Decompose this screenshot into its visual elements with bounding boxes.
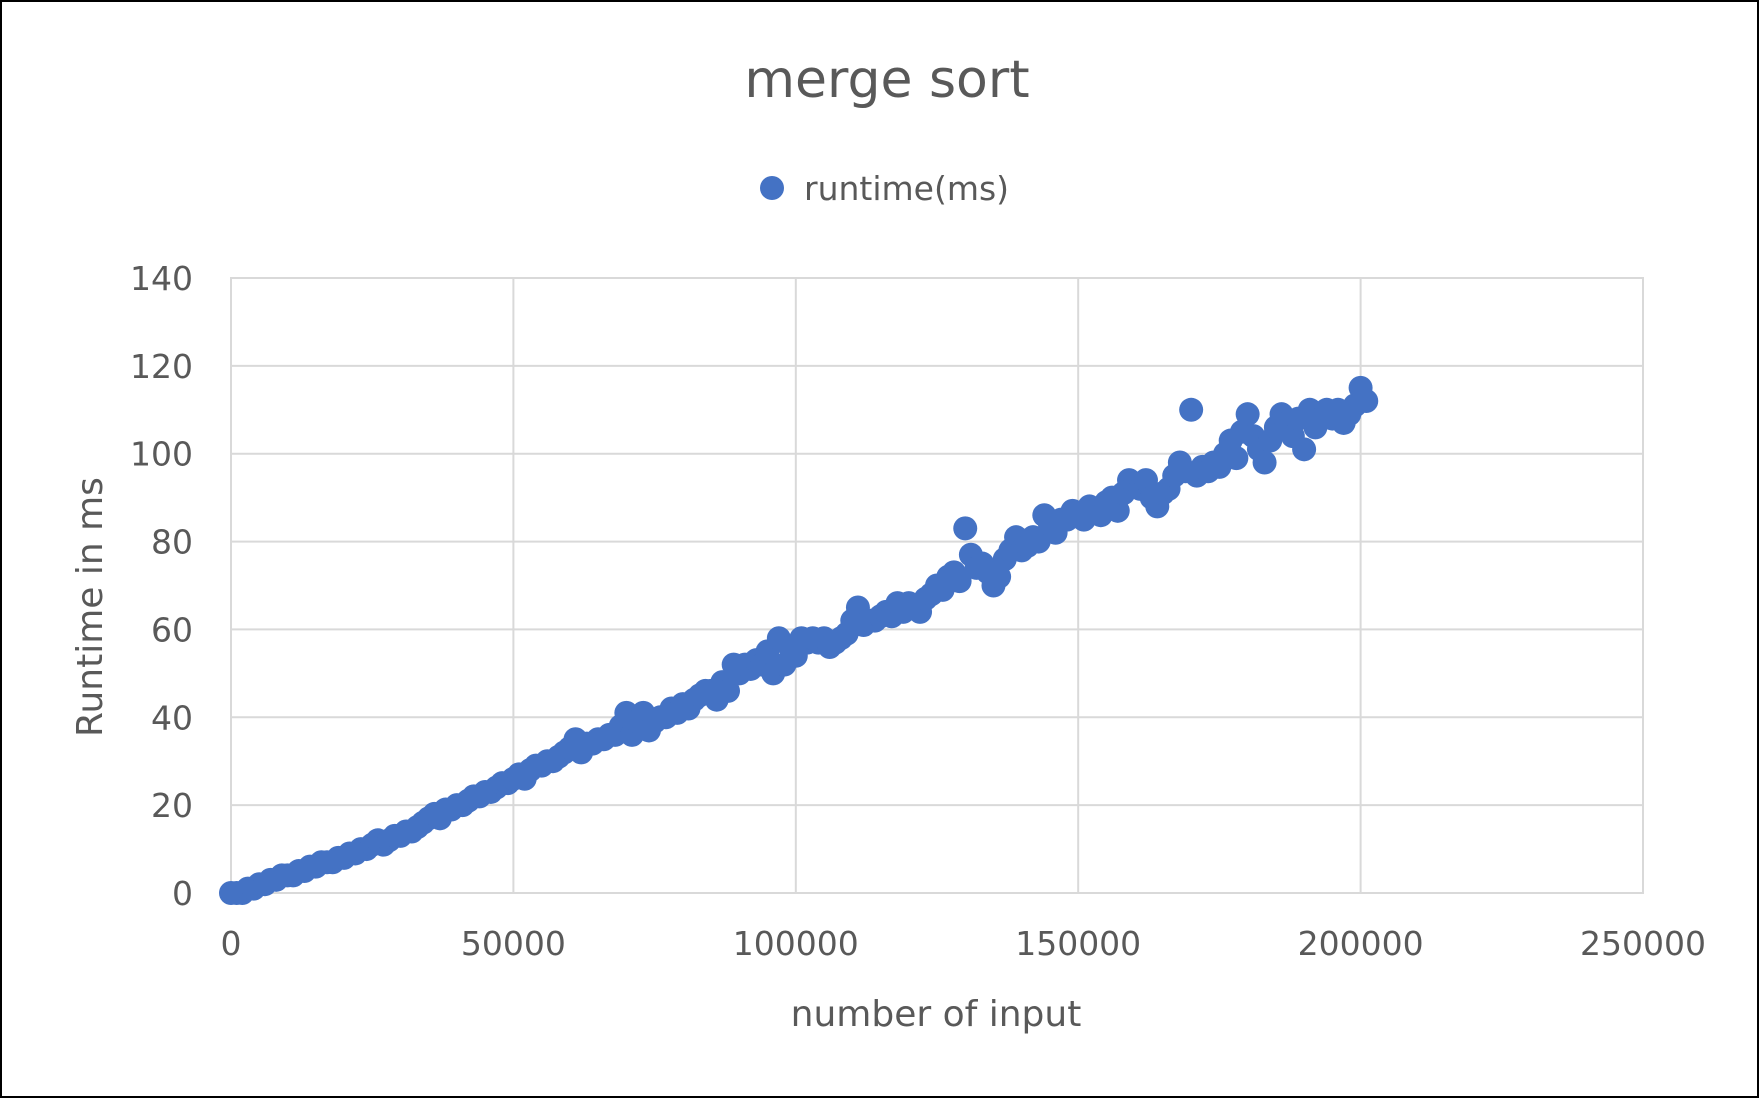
y-axis-title: Runtime in ms bbox=[70, 477, 111, 737]
legend-label-runtime: runtime(ms) bbox=[804, 169, 1009, 208]
y-tick-label: 0 bbox=[172, 874, 193, 913]
data-point bbox=[1179, 397, 1204, 422]
x-tick-label: 150000 bbox=[1015, 924, 1141, 963]
data-point bbox=[1292, 437, 1317, 462]
gridlines bbox=[230, 277, 1644, 894]
y-tick-label: 20 bbox=[151, 786, 193, 825]
x-tick-label: 250000 bbox=[1580, 924, 1706, 963]
x-tick-label: 50000 bbox=[461, 924, 566, 963]
data-point bbox=[1354, 389, 1379, 413]
data-point bbox=[1224, 446, 1249, 471]
x-tick-label: 200000 bbox=[1298, 924, 1424, 963]
legend-marker-runtime bbox=[760, 176, 784, 200]
y-tick-label: 60 bbox=[151, 610, 193, 649]
y-axis-ticks: 0 20 40 60 80 100 120 140 bbox=[130, 259, 193, 913]
data-point bbox=[953, 516, 978, 541]
x-axis-ticks: 0 50000 100000 150000 200000 250000 bbox=[221, 924, 1706, 963]
legend: runtime(ms) bbox=[760, 169, 1009, 208]
plot-area-border bbox=[230, 277, 1644, 894]
data-point bbox=[947, 569, 972, 594]
x-axis-title: number of input bbox=[791, 994, 1082, 1035]
x-tick-label: 100000 bbox=[733, 924, 859, 963]
y-tick-label: 100 bbox=[130, 435, 193, 474]
y-tick-label: 120 bbox=[130, 347, 193, 386]
data-point bbox=[1252, 450, 1277, 475]
y-tick-label: 40 bbox=[151, 698, 193, 737]
data-point bbox=[716, 678, 741, 703]
data-point bbox=[1235, 402, 1260, 427]
x-tick-label: 0 bbox=[221, 924, 242, 963]
y-tick-label: 80 bbox=[151, 523, 193, 562]
chart-title: merge sort bbox=[744, 50, 1029, 110]
data-points bbox=[219, 375, 1379, 905]
y-tick-label: 140 bbox=[130, 259, 193, 298]
